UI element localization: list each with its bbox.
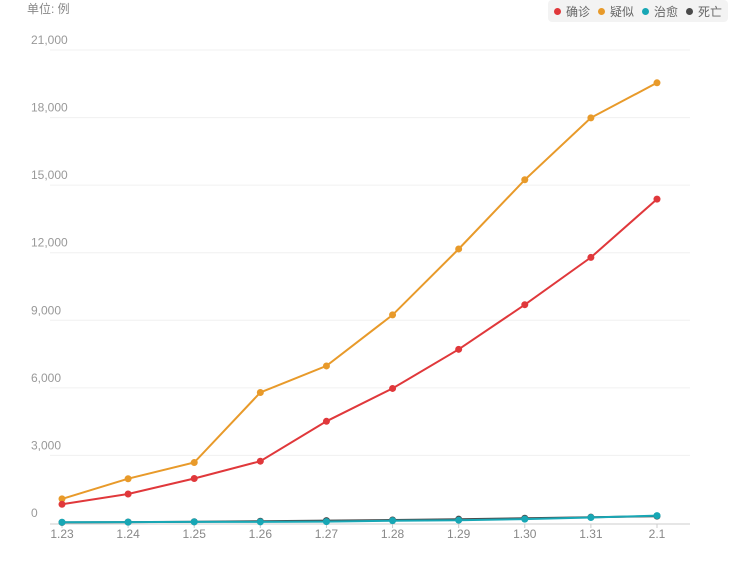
y-tick-label: 21,000 bbox=[31, 33, 68, 47]
data-point bbox=[587, 514, 595, 522]
data-point bbox=[322, 518, 330, 526]
data-point bbox=[455, 245, 463, 253]
legend-item-confirmed[interactable]: 确诊 bbox=[553, 3, 590, 20]
data-point bbox=[587, 114, 595, 122]
x-tick-label: 2.1 bbox=[649, 527, 666, 541]
legend-item-cured[interactable]: 治愈 bbox=[641, 3, 678, 20]
legend-dot-icon bbox=[641, 7, 649, 15]
series-line-0 bbox=[61, 198, 658, 506]
data-point bbox=[455, 345, 463, 353]
x-tick-label: 1.24 bbox=[116, 527, 140, 541]
y-tick-label: 12,000 bbox=[31, 236, 68, 250]
data-point bbox=[124, 475, 132, 483]
x-tick-label: 1.26 bbox=[249, 527, 273, 541]
series-line-2 bbox=[61, 514, 658, 524]
x-tick-label: 1.28 bbox=[381, 527, 405, 541]
data-point bbox=[256, 457, 264, 465]
data-point bbox=[653, 195, 661, 203]
legend-dot-icon bbox=[685, 7, 693, 15]
legend-label: 确诊 bbox=[565, 4, 590, 19]
data-point bbox=[190, 475, 198, 483]
x-tick-label: 1.25 bbox=[183, 527, 207, 541]
data-point bbox=[389, 384, 397, 392]
y-tick-label: 18,000 bbox=[31, 101, 68, 115]
data-point bbox=[322, 417, 330, 425]
legend: 确诊 疑似 治愈 死亡 bbox=[547, 0, 728, 22]
data-point bbox=[653, 512, 661, 520]
data-point bbox=[521, 515, 529, 523]
data-point bbox=[190, 459, 198, 467]
y-tick-label: 9,000 bbox=[31, 303, 61, 317]
data-point bbox=[58, 518, 66, 526]
x-tick-label: 1.23 bbox=[50, 527, 74, 541]
legend-label: 治愈 bbox=[653, 4, 678, 19]
data-point bbox=[521, 176, 529, 184]
x-tick-label: 1.27 bbox=[315, 527, 339, 541]
legend-item-suspected[interactable]: 疑似 bbox=[597, 3, 634, 20]
data-point bbox=[256, 388, 264, 396]
x-tick-label: 1.30 bbox=[513, 527, 537, 541]
legend-dot-icon bbox=[597, 7, 605, 15]
y-tick-label: 3,000 bbox=[31, 438, 61, 452]
x-tick-label: 1.31 bbox=[579, 527, 603, 541]
legend-label: 死亡 bbox=[697, 4, 722, 19]
data-point bbox=[587, 253, 595, 261]
data-point bbox=[389, 517, 397, 525]
series-line-1 bbox=[61, 81, 658, 500]
legend-dot-icon bbox=[553, 7, 561, 15]
y-tick-label: 15,000 bbox=[31, 168, 68, 182]
legend-item-dead[interactable]: 死亡 bbox=[685, 3, 722, 20]
data-point bbox=[653, 79, 661, 87]
data-point bbox=[256, 518, 264, 526]
y-tick-label: 0 bbox=[31, 506, 38, 520]
y-tick-label: 6,000 bbox=[31, 371, 61, 385]
unit-label: 单位: 例 bbox=[27, 2, 70, 16]
data-point bbox=[190, 518, 198, 526]
data-point bbox=[455, 516, 463, 524]
legend-label: 疑似 bbox=[609, 4, 634, 19]
data-point bbox=[58, 500, 66, 508]
data-point bbox=[521, 301, 529, 309]
data-point bbox=[58, 495, 66, 503]
data-point bbox=[124, 490, 132, 498]
data-point bbox=[389, 311, 397, 319]
data-point bbox=[322, 362, 330, 370]
x-tick-label: 1.29 bbox=[447, 527, 471, 541]
data-point bbox=[124, 518, 132, 526]
